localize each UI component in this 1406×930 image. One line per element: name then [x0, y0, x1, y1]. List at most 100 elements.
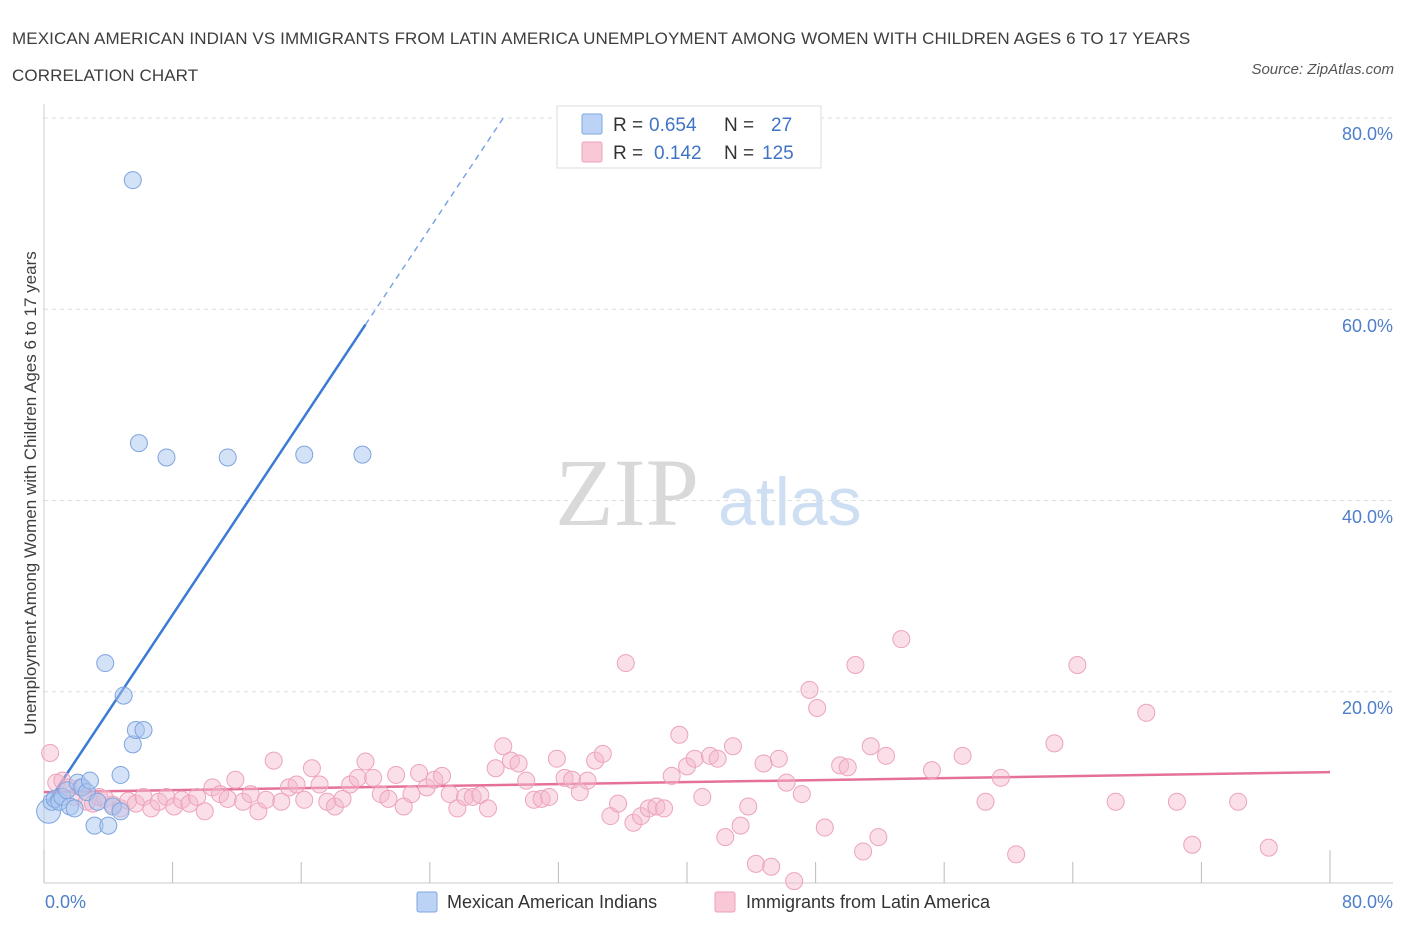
point-mexican-american-indians-17: [111, 765, 130, 784]
point-immigrants-latin-america-111: [892, 630, 911, 649]
point-immigrants-latin-america-44: [364, 768, 383, 787]
point-immigrants-latin-america-37: [310, 775, 329, 794]
data-points: [36, 171, 1278, 891]
point-immigrants-latin-america-73: [586, 751, 605, 770]
point-immigrants-latin-america-123: [1229, 792, 1248, 811]
point-immigrants-latin-america-98: [777, 773, 796, 792]
point-immigrants-latin-america-99: [785, 872, 804, 891]
point-immigrants-latin-america-21: [188, 787, 207, 806]
point-immigrants-latin-america-117: [1045, 734, 1064, 753]
point-immigrants-latin-america-118: [1068, 655, 1087, 674]
stats-n-value-1: 27: [771, 115, 792, 136]
point-immigrants-latin-america-113: [953, 746, 972, 765]
point-immigrants-latin-america-115: [991, 768, 1010, 787]
axes: [43, 104, 1393, 884]
point-immigrants-latin-america-22: [195, 802, 214, 821]
point-immigrants-latin-america-107: [854, 842, 873, 861]
point-immigrants-latin-america-43: [356, 752, 375, 771]
point-immigrants-latin-america-59: [478, 799, 497, 818]
point-immigrants-latin-america-15: [142, 799, 161, 818]
point-immigrants-latin-america-20: [180, 794, 199, 813]
point-mexican-american-indians-28: [123, 171, 142, 190]
point-immigrants-latin-america-41: [341, 775, 360, 794]
point-immigrants-latin-america-77: [616, 654, 635, 673]
point-immigrants-latin-america-122: [1183, 835, 1202, 854]
point-mexican-american-indians-13: [88, 792, 107, 811]
point-mexican-american-indians-23: [129, 434, 148, 453]
point-immigrants-latin-america-120: [1137, 703, 1156, 722]
stats-swatch-pink: [581, 141, 603, 163]
legend: Mexican American Indians Immigrants from…: [416, 891, 991, 913]
point-mexican-american-indians-27: [353, 445, 372, 464]
stats-r-value-2: 0.142: [654, 143, 702, 164]
x-tick-label-0: 0.0%: [45, 892, 86, 912]
point-immigrants-latin-america-46: [379, 789, 398, 808]
point-immigrants-latin-america-86: [685, 749, 704, 768]
point-immigrants-latin-america-110: [877, 746, 896, 765]
point-immigrants-latin-america-68: [547, 749, 566, 768]
point-immigrants-latin-america-94: [746, 854, 765, 873]
point-immigrants-latin-america-17: [157, 787, 176, 806]
point-immigrants-latin-america-76: [609, 794, 628, 813]
point-immigrants-latin-america-84: [670, 725, 689, 744]
y-tick-label-20: 20.0%: [1342, 698, 1393, 718]
point-immigrants-latin-america-28: [241, 785, 260, 804]
point-immigrants-latin-america-87: [693, 787, 712, 806]
point-immigrants-latin-america-58: [471, 786, 490, 805]
watermark-atlas: atlas: [718, 464, 862, 540]
stats-n-label-2: N =: [724, 143, 754, 164]
point-immigrants-latin-america-26: [226, 770, 245, 789]
point-mexican-american-indians-19: [114, 686, 133, 705]
point-immigrants-latin-america-83: [662, 766, 681, 785]
point-immigrants-latin-america-72: [578, 771, 597, 790]
point-immigrants-latin-america-47: [387, 765, 406, 784]
point-immigrants-latin-america-30: [256, 790, 275, 809]
point-immigrants-latin-america-32: [272, 792, 291, 811]
point-immigrants-latin-america-101: [800, 680, 819, 699]
point-immigrants-latin-america-116: [1007, 845, 1026, 864]
stats-r-value-1: 0.654: [649, 115, 697, 136]
stats-r-label-2: R =: [613, 143, 643, 164]
point-immigrants-latin-america-78: [624, 813, 643, 832]
point-immigrants-latin-america-92: [731, 816, 750, 835]
point-immigrants-latin-america-103: [815, 818, 834, 837]
point-immigrants-latin-america-66: [532, 789, 551, 808]
point-immigrants-latin-america-93: [739, 797, 758, 816]
point-immigrants-latin-america-35: [295, 790, 314, 809]
x-tick-label-80: 80.0%: [1342, 892, 1393, 912]
legend-label-immigrants-latin-america: Immigrants from Latin America: [746, 892, 991, 912]
point-immigrants-latin-america-81: [647, 797, 666, 816]
point-immigrants-latin-america-80: [639, 799, 658, 818]
point-immigrants-latin-america-89: [708, 749, 727, 768]
point-immigrants-latin-america-49: [402, 785, 421, 804]
point-immigrants-latin-america-64: [517, 771, 536, 790]
point-immigrants-latin-america-54: [440, 785, 459, 804]
point-immigrants-latin-america-23: [203, 778, 222, 797]
trend-lines: [43, 117, 1331, 805]
point-immigrants-latin-america-27: [234, 792, 253, 811]
stats-r-label-1: R =: [613, 115, 643, 136]
point-immigrants-latin-america-102: [808, 699, 827, 718]
point-immigrants-latin-america-79: [632, 807, 651, 826]
legend-swatch-immigrants-latin-america: [714, 891, 736, 913]
stats-box: R = 0.654 N = 27 R = 0.142 N = 125: [556, 105, 822, 169]
chart-title: MEXICAN AMERICAN INDIAN VS IMMIGRANTS FR…: [12, 29, 1191, 85]
point-immigrants-latin-america-18: [165, 797, 184, 816]
point-immigrants-latin-america-91: [723, 737, 742, 756]
point-mexican-american-indians-7: [65, 799, 84, 818]
legend-label-mexican-american-indians: Mexican American Indians: [447, 892, 657, 912]
point-immigrants-latin-america-114: [976, 792, 995, 811]
point-immigrants-latin-america-57: [463, 787, 482, 806]
point-mexican-american-indians-24: [157, 448, 176, 467]
point-immigrants-latin-america-67: [540, 787, 559, 806]
point-immigrants-latin-america-25: [218, 789, 237, 808]
point-mexican-american-indians-11: [80, 771, 99, 790]
point-mexican-american-indians-22: [134, 721, 153, 739]
point-mexican-american-indians-18: [111, 802, 130, 821]
point-immigrants-latin-america-104: [831, 756, 850, 775]
point-mexican-american-indians-26: [295, 445, 314, 464]
point-immigrants-latin-america-112: [922, 761, 941, 780]
trend-line-extension-mexican-american-indians: [364, 117, 504, 325]
source-label: Source: ZipAtlas.com: [1251, 61, 1394, 78]
point-immigrants-latin-america-60: [486, 759, 505, 778]
